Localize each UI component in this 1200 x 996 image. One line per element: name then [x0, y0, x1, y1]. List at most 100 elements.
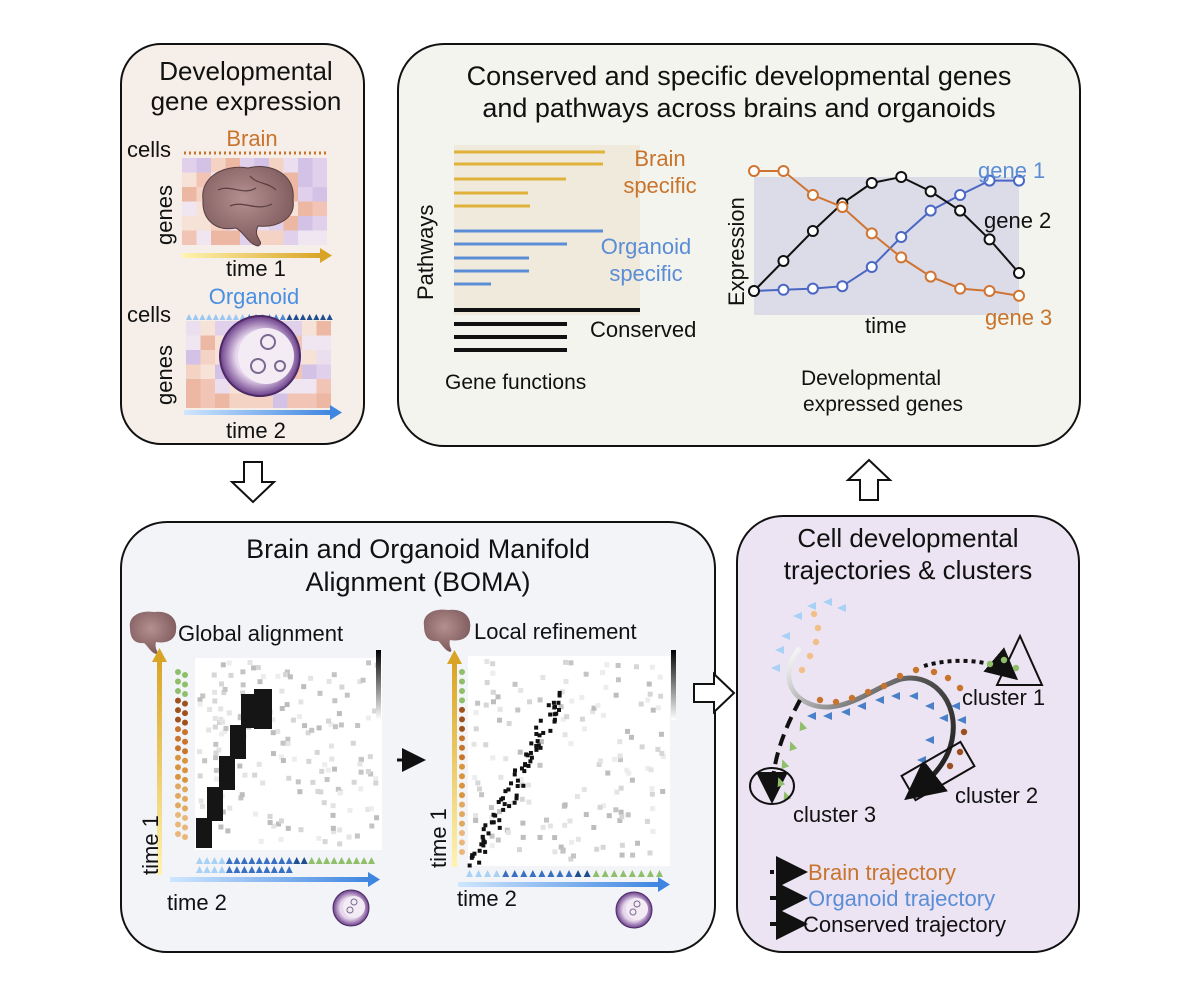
arrow-right-outline-icon	[693, 671, 736, 715]
heatmap-cell	[229, 393, 244, 408]
noise-cell	[489, 833, 495, 839]
brain-cell-dot	[182, 681, 188, 688]
organoid-cell-triangle	[300, 857, 308, 864]
panel-boma-title-line2: Alignment (BOMA)	[305, 567, 530, 597]
noise-cell	[358, 786, 364, 792]
noise-cell	[618, 785, 624, 791]
noise-cell	[301, 684, 307, 690]
noise-cell	[648, 767, 654, 773]
series-point	[1013, 174, 1025, 187]
heatmap-cell	[283, 158, 298, 173]
noise-cell	[365, 806, 371, 812]
brain-cell-dot	[459, 669, 465, 675]
noise-cell	[365, 768, 371, 774]
global-time1-label: time 1	[138, 815, 163, 875]
series-point	[1013, 267, 1025, 279]
brain-cell-dot	[182, 834, 188, 840]
noise-cell	[330, 812, 336, 818]
noise-cell	[598, 758, 604, 764]
organoid-trajectory-cell	[909, 692, 918, 700]
series-point	[983, 285, 996, 297]
heatmap-cell	[200, 379, 215, 394]
noise-cell	[473, 813, 479, 819]
noise-cell	[590, 709, 596, 715]
cluster3-circle-icon	[749, 767, 795, 805]
heatmap-cell	[316, 379, 331, 394]
noise-cell	[220, 809, 226, 815]
refined-alignment-cell	[481, 843, 486, 848]
refined-alignment-cell	[477, 848, 482, 853]
series-point	[924, 204, 937, 217]
brain-trajectory-cell	[812, 638, 820, 646]
series-point	[748, 285, 760, 297]
noise-cell	[372, 708, 378, 714]
noise-cell	[220, 719, 226, 725]
refined-alignment-cell	[534, 732, 539, 737]
noise-cell	[329, 756, 335, 762]
noise-cell	[217, 720, 223, 726]
organoid-time-label: time 2	[226, 418, 286, 443]
series-point	[777, 283, 790, 296]
brain-cell-dot	[182, 824, 188, 831]
organoid-trajectory-cell	[799, 721, 808, 732]
noise-cell	[601, 803, 607, 809]
heatmap-cell	[298, 172, 313, 187]
noise-cell	[212, 724, 218, 730]
cluster1-triangle-icon	[995, 633, 1044, 686]
organoid-cell-triangle	[353, 857, 361, 864]
organoid-cell-triangle	[547, 870, 555, 877]
noise-cell	[199, 803, 205, 809]
noise-cell	[316, 725, 322, 731]
organoid-trajectory-cell	[875, 696, 884, 704]
noise-cell	[506, 800, 512, 806]
refined-alignment-cell	[537, 733, 542, 738]
refined-alignment-cell	[507, 804, 512, 809]
organoid-trajectory-cell	[841, 708, 850, 716]
brain-cell-dot	[182, 710, 188, 717]
noise-cell	[285, 736, 291, 742]
refined-alignment-cell	[497, 818, 502, 823]
noise-cell	[506, 830, 512, 836]
noise-cell	[617, 753, 623, 759]
refined-alignment-cell	[496, 799, 501, 804]
organoid-trajectory-cell	[783, 791, 792, 802]
noise-cell	[267, 820, 273, 826]
brain-icon	[202, 166, 294, 247]
brain-specific-label-line1: Brain	[634, 146, 685, 171]
organoid-trajectory-cell	[957, 716, 966, 724]
noise-cell	[227, 805, 233, 811]
local-time2-label: time 2	[457, 886, 517, 911]
noise-cell	[650, 805, 656, 811]
organoid-cell-triangle	[263, 866, 271, 873]
refined-alignment-cell	[548, 712, 553, 717]
organoid-cell-triangle	[240, 857, 248, 864]
noise-cell	[360, 677, 366, 683]
heatmap-cell	[196, 216, 211, 231]
brain-trajectory-cell	[880, 682, 888, 690]
noise-cell	[633, 664, 639, 670]
time2-arrow-bar	[184, 410, 332, 415]
noise-cell	[365, 715, 371, 721]
brain-cell-dot	[182, 805, 188, 812]
expression-ylabel: Expression	[724, 197, 749, 306]
heatmap-cell	[186, 321, 201, 336]
panel-conserved-specific: Conserved and specific developmental gen…	[397, 43, 1081, 447]
noise-cell	[328, 721, 334, 727]
local-brain-cell-dots	[459, 669, 465, 855]
noise-cell	[473, 817, 479, 823]
noise-cell	[497, 706, 503, 712]
noise-cell	[331, 829, 337, 835]
alignment-block	[230, 725, 246, 759]
brain-cell-dot	[459, 773, 465, 780]
brain-cell-dot	[459, 716, 465, 723]
noise-cell	[374, 815, 380, 821]
noise-cell	[567, 818, 573, 824]
noise-cell	[279, 688, 285, 694]
brain-trajectory-cell	[986, 660, 994, 668]
brain-cell-dot	[182, 767, 188, 774]
brain-cell-dot	[182, 786, 188, 793]
organoid-cell-triangle	[203, 857, 211, 864]
brain-cell-dot	[459, 744, 465, 751]
noise-cell	[271, 823, 277, 829]
noise-cell	[471, 741, 477, 747]
